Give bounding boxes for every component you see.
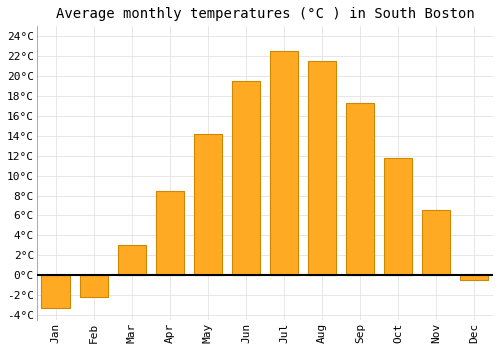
Bar — [270, 51, 298, 275]
Bar — [156, 191, 184, 275]
Bar — [80, 275, 108, 297]
Bar — [42, 275, 70, 308]
Bar — [118, 245, 146, 275]
Bar — [232, 81, 260, 275]
Bar — [346, 103, 374, 275]
Bar — [308, 61, 336, 275]
Bar — [460, 275, 488, 280]
Bar — [422, 210, 450, 275]
Bar — [194, 134, 222, 275]
Bar — [384, 158, 412, 275]
Title: Average monthly temperatures (°C ) in South Boston: Average monthly temperatures (°C ) in So… — [56, 7, 474, 21]
